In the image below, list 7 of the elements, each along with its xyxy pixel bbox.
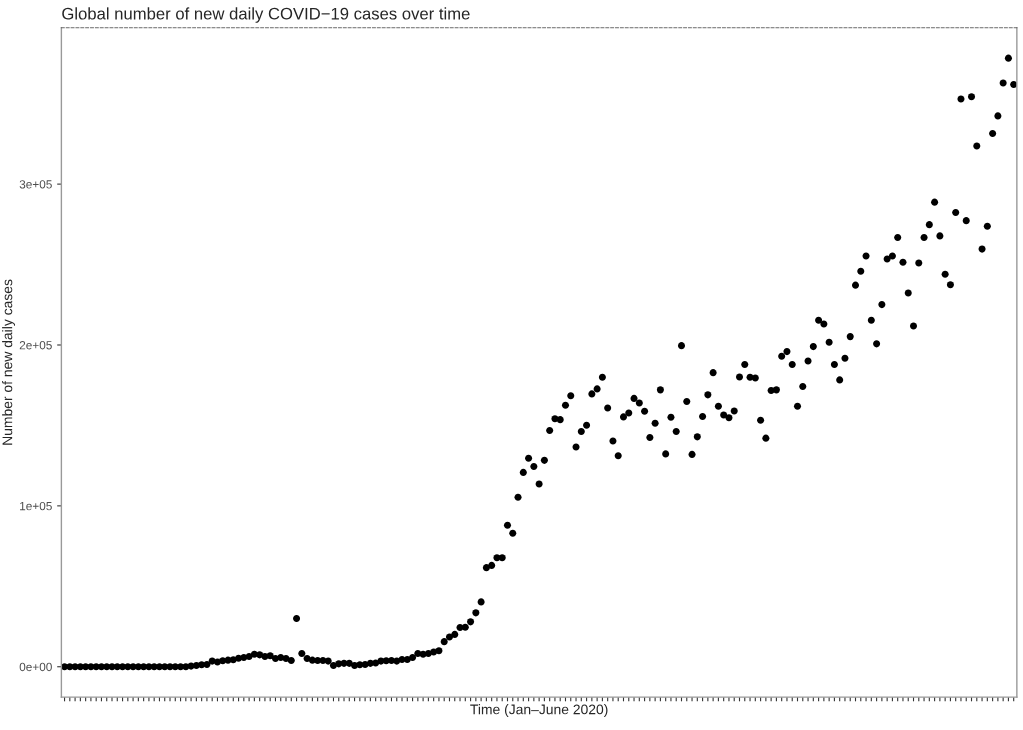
x-axis-title: Time (Jan–June 2020) <box>470 704 608 718</box>
y-tick-label: 1e+05 <box>20 501 52 511</box>
y-tick-label: 2e+05 <box>19 341 52 350</box>
y-axis-title: Number of new daily cases <box>2 279 16 445</box>
chart-title: Global number of new daily COVID−19 cases over time <box>62 7 470 23</box>
y-tick-label: 3e+05 <box>19 180 52 189</box>
y-tick-label: 0e+00 <box>19 662 52 672</box>
